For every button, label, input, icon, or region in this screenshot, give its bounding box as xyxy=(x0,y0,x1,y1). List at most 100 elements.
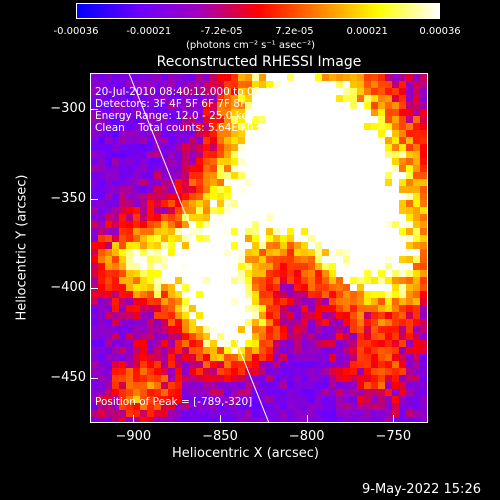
heatmap-cell xyxy=(399,158,406,165)
heatmap-cell xyxy=(189,200,196,207)
heatmap-cell xyxy=(322,200,329,207)
heatmap-cell xyxy=(140,382,147,389)
heatmap-cell xyxy=(315,417,322,422)
heatmap-cell xyxy=(301,333,308,340)
heatmap-cell xyxy=(413,361,420,368)
heatmap-cell xyxy=(392,340,399,347)
heatmap-cell xyxy=(147,368,154,375)
heatmap-cell xyxy=(119,242,126,249)
heatmap-cell xyxy=(217,214,224,221)
heatmap-cell xyxy=(329,102,336,109)
heatmap-cell xyxy=(259,417,266,422)
heatmap-cell xyxy=(98,165,105,172)
heatmap-cell xyxy=(133,361,140,368)
heatmap-cell xyxy=(399,270,406,277)
heatmap-cell xyxy=(126,123,133,130)
heatmap-cell xyxy=(154,207,161,214)
heatmap-cell xyxy=(315,403,322,410)
heatmap-cell xyxy=(259,319,266,326)
heatmap-cell xyxy=(210,158,217,165)
heatmap-cell xyxy=(196,165,203,172)
heatmap-cell xyxy=(385,207,392,214)
heatmap-cell xyxy=(294,382,301,389)
heatmap-cell xyxy=(161,186,168,193)
heatmap-cell xyxy=(259,361,266,368)
heatmap-cell xyxy=(238,228,245,235)
heatmap-cell xyxy=(175,298,182,305)
heatmap-cell xyxy=(217,158,224,165)
heatmap-cell xyxy=(329,249,336,256)
heatmap-cell xyxy=(259,193,266,200)
heatmap-cell xyxy=(273,123,280,130)
heatmap-cell xyxy=(161,305,168,312)
heatmap-cell xyxy=(427,284,428,291)
heatmap-cell xyxy=(105,256,112,263)
heatmap-cell xyxy=(385,403,392,410)
heatmap-cell xyxy=(126,305,133,312)
heatmap-cell xyxy=(238,81,245,88)
heatmap-cell xyxy=(413,116,420,123)
heatmap-cell xyxy=(280,410,287,417)
heatmap-cell xyxy=(427,88,428,95)
heatmap-cell xyxy=(329,130,336,137)
heatmap-cell xyxy=(98,95,105,102)
heatmap-cell xyxy=(336,368,343,375)
heatmap-cell xyxy=(322,382,329,389)
heatmap-cell xyxy=(252,172,259,179)
heatmap-cell xyxy=(273,242,280,249)
heatmap-cell xyxy=(112,144,119,151)
heatmap-cell xyxy=(371,326,378,333)
heatmap-cell xyxy=(385,172,392,179)
heatmap-cell xyxy=(105,403,112,410)
heatmap-cell xyxy=(280,249,287,256)
heatmap-cell xyxy=(308,186,315,193)
y-tick-label: −350 xyxy=(50,190,86,206)
heatmap-cell xyxy=(301,389,308,396)
heatmap-cell xyxy=(343,403,350,410)
heatmap-cell xyxy=(378,263,385,270)
heatmap-cell xyxy=(224,389,231,396)
heatmap-cell xyxy=(217,95,224,102)
heatmap-cell xyxy=(357,228,364,235)
heatmap-cell xyxy=(140,158,147,165)
heatmap-cell xyxy=(406,193,413,200)
heatmap-cell xyxy=(98,81,105,88)
heatmap-cell xyxy=(161,207,168,214)
heatmap-cell xyxy=(126,116,133,123)
heatmap-cell xyxy=(315,277,322,284)
heatmap-cell xyxy=(287,354,294,361)
heatmap-cell xyxy=(126,291,133,298)
heatmap-cell xyxy=(280,284,287,291)
heatmap-cell xyxy=(189,109,196,116)
heatmap-cell xyxy=(399,228,406,235)
heatmap-cell xyxy=(392,123,399,130)
heatmap-cell xyxy=(315,207,322,214)
heatmap-cell xyxy=(224,375,231,382)
heatmap-cell xyxy=(98,207,105,214)
heatmap-cell xyxy=(406,81,413,88)
heatmap-cell xyxy=(350,333,357,340)
heatmap-cell xyxy=(161,396,168,403)
heatmap-cell xyxy=(343,382,350,389)
heatmap-cell xyxy=(364,270,371,277)
heatmap-cell xyxy=(210,382,217,389)
heatmap-cell xyxy=(308,88,315,95)
heatmap-cell xyxy=(140,200,147,207)
heatmap-cell xyxy=(224,277,231,284)
heatmap-cell xyxy=(385,130,392,137)
heatmap-cell xyxy=(119,137,126,144)
heatmap-cell xyxy=(140,340,147,347)
heatmap-cell xyxy=(357,109,364,116)
heatmap-cell xyxy=(357,277,364,284)
heatmap-cell xyxy=(399,396,406,403)
heatmap-cell xyxy=(140,116,147,123)
heatmap-cell xyxy=(133,165,140,172)
heatmap-cell xyxy=(329,270,336,277)
heatmap-cell xyxy=(182,389,189,396)
heatmap-cell xyxy=(231,137,238,144)
heatmap-cell xyxy=(133,256,140,263)
heatmap-cell xyxy=(350,81,357,88)
heatmap-cell xyxy=(147,214,154,221)
heatmap-cell xyxy=(385,361,392,368)
heatmap-cell xyxy=(133,284,140,291)
